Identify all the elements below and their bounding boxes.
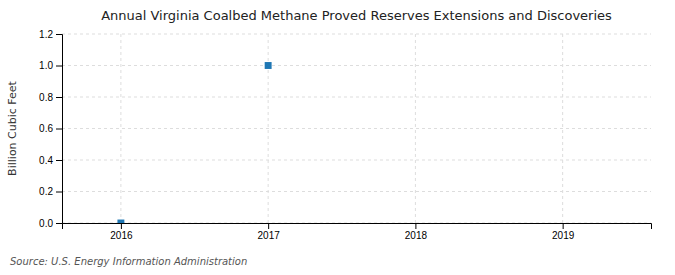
tick: 2016: [110, 223, 133, 241]
tick-label: 0.8: [39, 92, 53, 103]
tick-label: 0.4: [39, 155, 53, 166]
tick-mark: [415, 223, 416, 229]
tick-label: 2016: [110, 230, 133, 241]
tick-mark: [268, 223, 269, 229]
tick-mark: [121, 223, 122, 229]
tick-label: 1.0: [39, 60, 53, 71]
tick-mark: [56, 66, 62, 67]
grid-line-y: [62, 128, 651, 129]
grid-line-x: [415, 34, 416, 223]
plot: 2016 2017 2018 2019 0.0 0.2 0.4 0.6 0.8 1.0 1.2: [39, 29, 651, 241]
tick: 0.4: [39, 155, 62, 166]
tick-label: 2018: [405, 230, 428, 241]
tick-mark: [56, 160, 62, 161]
grid-line-x: [120, 34, 121, 223]
tick: 0.0: [39, 218, 62, 229]
x-axis: 2016 2017 2018 2019: [63, 223, 652, 241]
title: Annual Virginia Coalbed Methane Proved R…: [101, 8, 612, 23]
tick-label: 2017: [258, 230, 281, 241]
tick-label: 0.0: [39, 218, 53, 229]
y-axis-label: Billion Cubic Feet: [6, 80, 19, 175]
y-axis: 0.0 0.2 0.4 0.6 0.8 1.0 1.2: [39, 29, 62, 229]
chart: 2016 2017 2018 2019 0.0 0.2 0.4 0.6 0.8 1.0 1.2 Ann…: [0, 0, 675, 275]
tick-label: 0.2: [39, 186, 53, 197]
point: [265, 62, 272, 69]
grid: [62, 34, 651, 223]
tick: 2019: [552, 223, 575, 241]
grid-line-y: [62, 191, 651, 192]
point: [117, 220, 124, 223]
tick-mark: [56, 129, 62, 130]
grid-line-y: [62, 160, 651, 161]
grid-line-y: [62, 97, 651, 98]
source-note: Source: U.S. Energy Information Administ…: [10, 256, 247, 267]
tick-label: 2019: [552, 230, 575, 241]
axis-line: [63, 224, 652, 230]
grid-line-y: [62, 65, 651, 66]
tick: 1.0: [39, 60, 62, 71]
tick: 1.2: [39, 29, 62, 40]
tick-label: 0.6: [39, 123, 53, 134]
grid-line-y: [62, 34, 651, 35]
tick-mark: [56, 97, 62, 98]
points: [117, 62, 271, 223]
tick-mark: [56, 223, 62, 224]
tick: 0.2: [39, 186, 62, 197]
tick-mark: [56, 192, 62, 193]
tick: 0.6: [39, 123, 62, 134]
tick: 0.8: [39, 92, 62, 103]
tick-mark: [563, 223, 564, 229]
tick: 2018: [405, 223, 428, 241]
tick-label: 1.2: [39, 29, 53, 40]
tick: 2017: [258, 223, 281, 241]
axis-line: [56, 35, 63, 224]
tick-mark: [56, 34, 62, 35]
